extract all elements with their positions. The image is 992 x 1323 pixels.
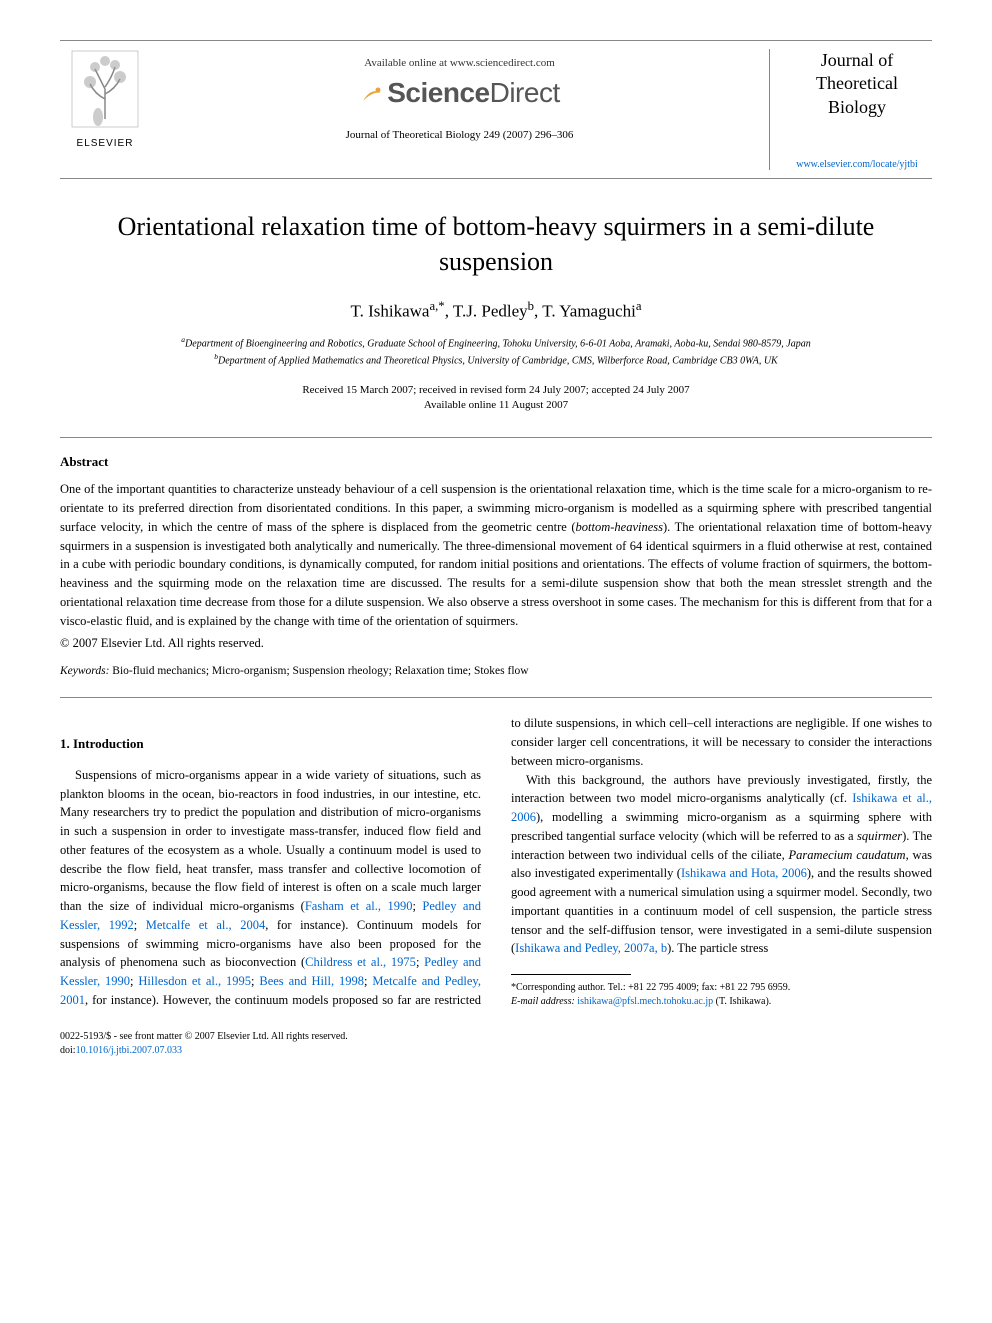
received-date: Received 15 March 2007; received in revi… (60, 383, 932, 398)
doi-link[interactable]: 10.1016/j.jtbi.2007.07.033 (76, 1045, 182, 1056)
article-dates: Received 15 March 2007; received in revi… (60, 383, 932, 414)
abstract-copyright: © 2007 Elsevier Ltd. All rights reserved… (60, 636, 932, 651)
doi-label: doi: (60, 1045, 76, 1056)
email-label: E-mail address: (511, 996, 575, 1007)
body-para-2: With this background, the authors have p… (511, 771, 932, 959)
header-center: Available online at www.sciencedirect.co… (150, 49, 769, 141)
sciencedirect-swoosh-icon (359, 83, 383, 107)
journal-title: Journal of Theoretical Biology (782, 49, 932, 119)
header-row: ELSEVIER Available online at www.science… (60, 40, 932, 179)
email-line: E-mail address: ishikawa@pfsl.mech.tohok… (511, 995, 932, 1009)
author-email-link[interactable]: ishikawa@pfsl.mech.tohoku.ac.jp (577, 996, 713, 1007)
available-date: Available online 11 August 2007 (60, 398, 932, 413)
sciencedirect-brand: ScienceDirect (150, 77, 769, 109)
corresponding-author: *Corresponding author. Tel.: +81 22 795 … (511, 981, 932, 995)
body-columns: 1. Introduction Suspensions of micro-org… (60, 714, 932, 1009)
journal-title-line1: Journal of (782, 49, 932, 72)
publisher-block: ELSEVIER (60, 49, 150, 149)
affiliation-a: aDepartment of Bioengineering and Roboti… (60, 334, 932, 351)
available-online-text: Available online at www.sciencedirect.co… (150, 57, 769, 69)
elsevier-tree-logo (70, 49, 140, 129)
keywords-label: Keywords: (60, 665, 109, 677)
affiliation-b: bDepartment of Applied Mathematics and T… (60, 351, 932, 368)
issn-line: 0022-5193/$ - see front matter © 2007 El… (60, 1030, 932, 1044)
footer-meta: 0022-5193/$ - see front matter © 2007 El… (60, 1030, 932, 1058)
divider-top (60, 437, 932, 438)
journal-title-block: Journal of Theoretical Biology www.elsev… (769, 49, 932, 170)
keywords-text: Bio-fluid mechanics; Micro-organism; Sus… (112, 665, 528, 677)
page-container: ELSEVIER Available online at www.science… (0, 0, 992, 1098)
journal-reference: Journal of Theoretical Biology 249 (2007… (150, 129, 769, 141)
sd-direct-text: Direct (490, 77, 560, 108)
journal-title-line3: Biology (782, 96, 932, 119)
article-title: Orientational relaxation time of bottom-… (100, 209, 892, 279)
abstract-heading: Abstract (60, 454, 932, 470)
footnote-divider (511, 974, 631, 975)
journal-title-line2: Theoretical (782, 72, 932, 95)
affiliations: aDepartment of Bioengineering and Roboti… (60, 334, 932, 369)
journal-homepage-link[interactable]: www.elsevier.com/locate/yjtbi (782, 159, 932, 170)
section-1-heading: 1. Introduction (60, 734, 481, 754)
authors-list: T. Ishikawaa,*, T.J. Pedleyb, T. Yamaguc… (60, 299, 932, 322)
publisher-name: ELSEVIER (60, 138, 150, 149)
divider-bottom (60, 697, 932, 698)
corresponding-footnote: *Corresponding author. Tel.: +81 22 795 … (511, 981, 932, 1009)
email-author-name: (T. Ishikawa). (716, 996, 772, 1007)
keywords-line: Keywords: Bio-fluid mechanics; Micro-org… (60, 665, 932, 677)
doi-line: doi:10.1016/j.jtbi.2007.07.033 (60, 1044, 932, 1058)
abstract-text: One of the important quantities to chara… (60, 480, 932, 630)
